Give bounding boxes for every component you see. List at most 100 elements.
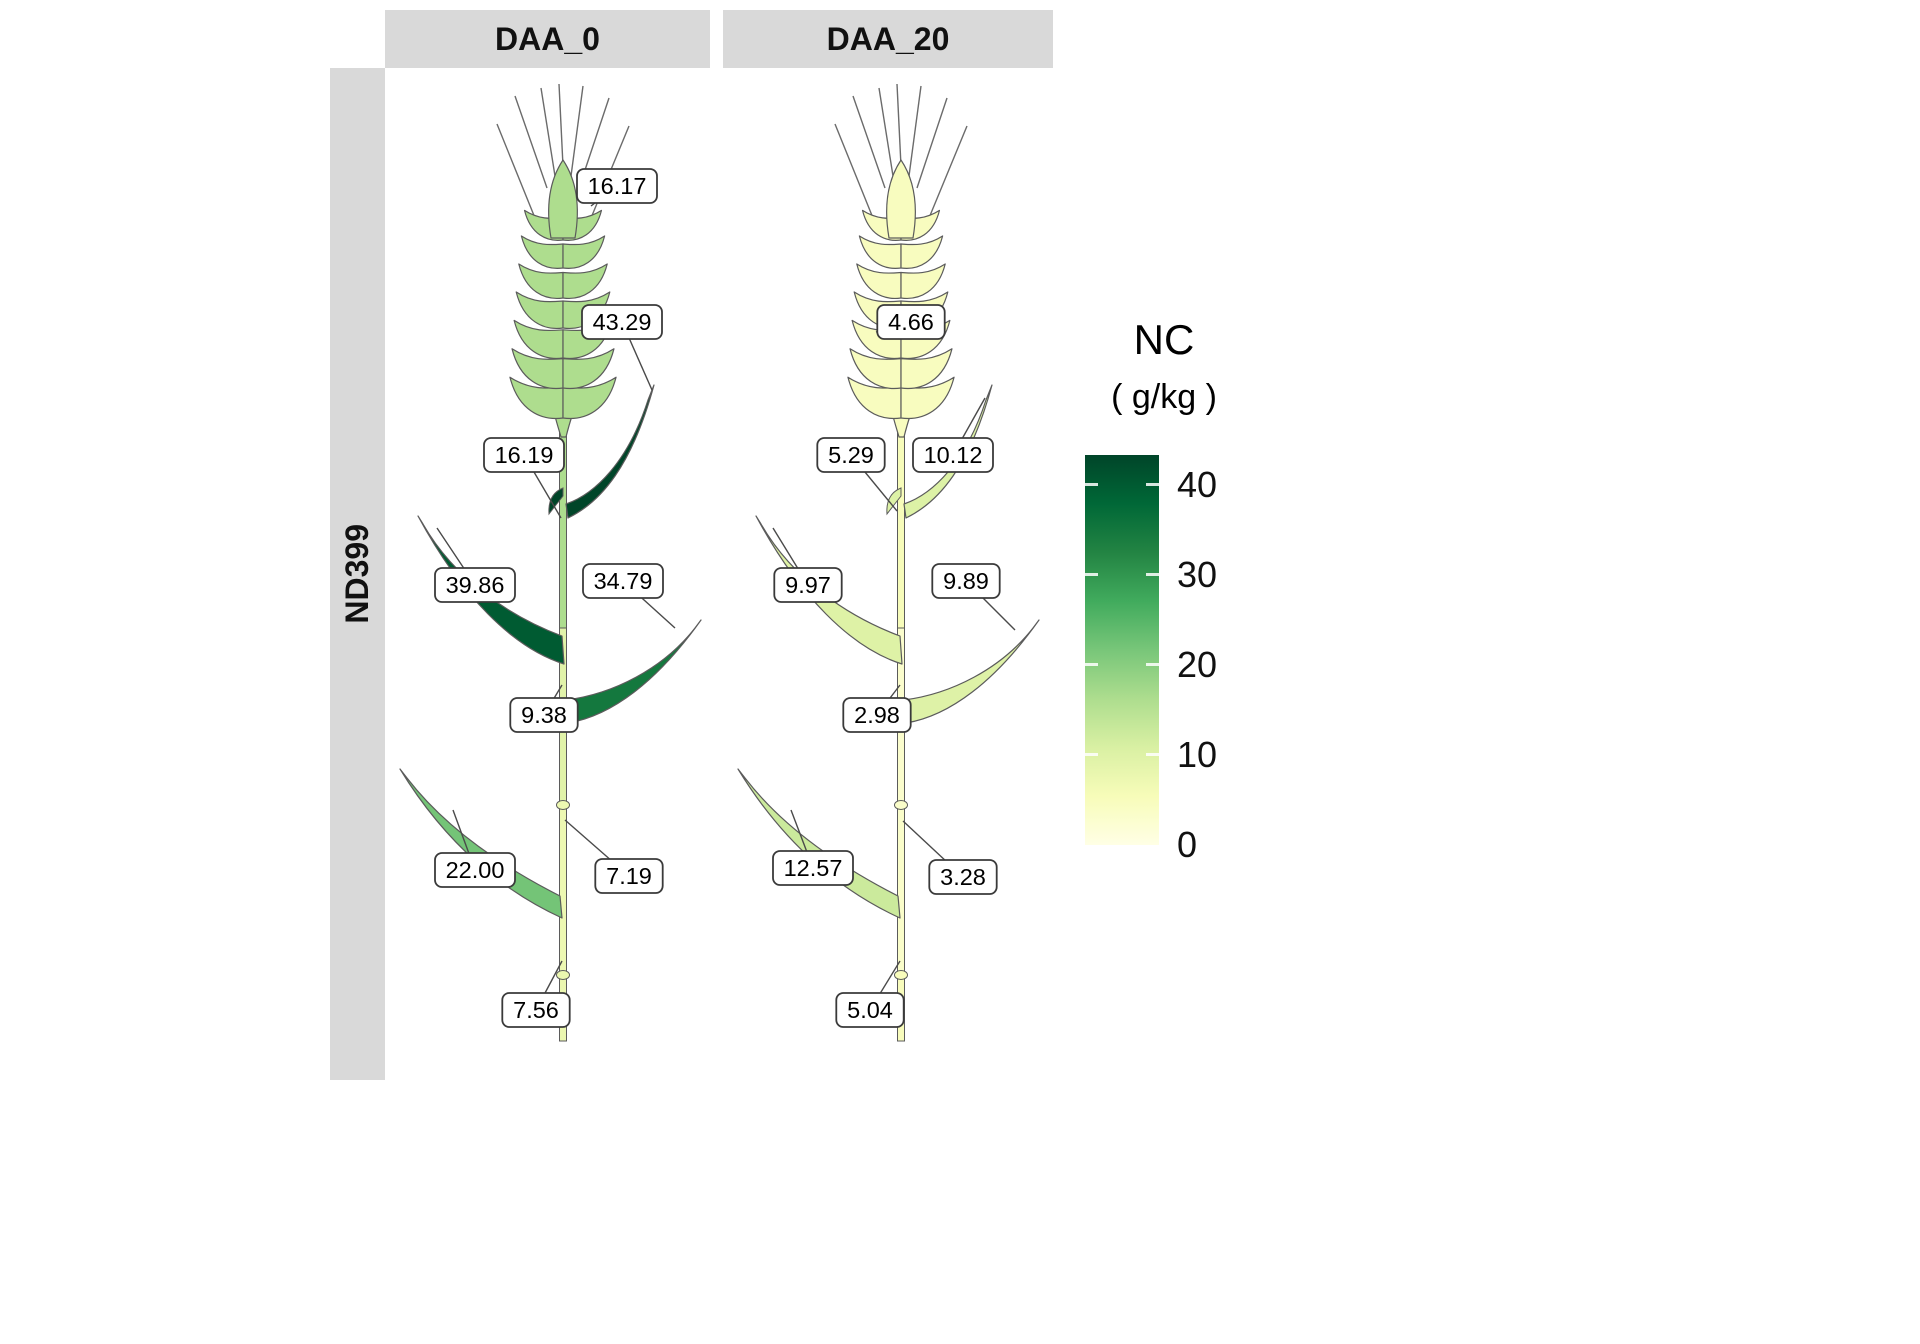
flag-leaf-ligule (548, 487, 564, 516)
value-label-text: 43.29 (593, 309, 652, 335)
value-label-box (928, 859, 998, 895)
facet-strip-label: DAA_0 (495, 20, 600, 57)
awn-line (878, 87, 894, 177)
value-label-spike: 4.66 (876, 304, 946, 340)
value-label-text: 16.19 (495, 442, 554, 468)
awn-line (540, 87, 556, 177)
spike-shape (847, 159, 955, 438)
legend-tick-mark (1146, 753, 1159, 757)
legend-tick-mark (1146, 573, 1159, 577)
value-label-box (876, 304, 946, 340)
awn-line (896, 83, 902, 167)
legend-tick-label-10: 10 (1177, 733, 1218, 775)
legend-subtitle: ( g/kg ) (1111, 378, 1217, 416)
legend-tick-label-0: 0 (1177, 824, 1198, 865)
upper-left-leaf-shape (417, 515, 565, 665)
mid-right-leaf-shape (903, 619, 1040, 724)
flag-leaf-shape (903, 384, 993, 519)
value-label-lower-left-leaf: 12.57 (772, 850, 854, 886)
legend-tick-label-40: 40 (1177, 463, 1218, 505)
value-label-box (842, 697, 912, 733)
facet-strip-label: DAA_20 (826, 20, 950, 57)
legend-tick-label-30: 30 (1177, 553, 1218, 595)
flag-leaf-ligule (886, 487, 902, 516)
value-label-text: 9.38 (521, 702, 567, 728)
value-label-box (931, 563, 1001, 599)
value-label-text: 5.29 (828, 442, 874, 468)
value-label-spike: 16.17 (576, 168, 658, 204)
legend-tick-mark (1146, 483, 1159, 487)
lower-left-leaf-shape (399, 768, 563, 919)
value-label-text: 9.89 (943, 568, 989, 594)
awn-line (908, 85, 922, 177)
value-label-box (835, 992, 905, 1028)
legend-tick-mark (1085, 573, 1098, 577)
value-label-box (434, 852, 516, 888)
value-label-lower-left-leaf: 22.00 (434, 852, 516, 888)
value-label-text: 16.17 (588, 173, 647, 199)
awn-line (514, 95, 548, 189)
value-label-flag-leaf: 10.12 (912, 437, 994, 473)
value-label-box (581, 304, 663, 340)
value-label-text: 7.56 (513, 997, 559, 1023)
value-label-text: 22.00 (446, 857, 505, 883)
lower-left-leaf-shape (737, 768, 901, 919)
stem-node (894, 800, 908, 810)
wheat-plant-daa-0: 16.17 43.29 16.19 39.86 34.79 9.38 22.00 7.19 7.… (399, 83, 702, 1042)
awn-line (496, 123, 536, 219)
legend-tick-mark (1085, 663, 1098, 667)
value-label-mid-right-leaf: 34.79 (582, 563, 664, 599)
legend-tick-mark (1085, 753, 1098, 757)
stem-node (894, 970, 908, 980)
value-label-box (509, 697, 579, 733)
legend-tick-mark (1146, 663, 1159, 667)
stem-node (556, 800, 570, 810)
facet-panel-daa-0: 16.17 43.29 16.19 39.86 34.79 9.38 22.00 7.19 7.… (385, 68, 710, 1080)
value-label-box (501, 992, 571, 1028)
flag-leaf-shape (565, 384, 655, 519)
value-label-internode-2: 2.98 (842, 697, 912, 733)
value-label-box (912, 437, 994, 473)
value-label-text: 4.66 (888, 309, 934, 335)
value-label-text: 12.57 (784, 855, 843, 881)
facet-strip-daa-0: DAA_0 (385, 10, 710, 68)
awn-line (570, 85, 584, 177)
facet-strip-daa-20: DAA_20 (723, 10, 1053, 68)
value-label-internode-2: 9.38 (509, 697, 579, 733)
value-label-text: 39.86 (446, 572, 505, 598)
value-label-text: 7.19 (606, 863, 652, 889)
value-label-text: 5.04 (847, 997, 893, 1023)
awn-line (928, 125, 968, 219)
awn-line (852, 95, 886, 189)
value-label-box (582, 563, 664, 599)
value-label-box (772, 850, 854, 886)
value-label-mid-right-leaf: 9.89 (931, 563, 1001, 599)
value-label-box (483, 437, 565, 473)
value-label-flag-leaf: 43.29 (581, 304, 663, 340)
legend-colorbar (1085, 455, 1159, 845)
value-label-text: 10.12 (924, 442, 983, 468)
awn-line (834, 123, 874, 219)
value-label-text: 34.79 (594, 568, 653, 594)
legend-title: NC (1133, 316, 1195, 363)
stem-internode-3 (559, 804, 567, 976)
facet-row-label: ND399 (339, 524, 375, 624)
value-label-text: 9.97 (785, 572, 831, 598)
facet-row-strip: ND399 (330, 68, 385, 1080)
stem-node (556, 970, 570, 980)
value-label-text: 3.28 (940, 864, 986, 890)
value-label-upper-left-leaf: 9.97 (773, 567, 843, 603)
value-label-upper-left-leaf: 39.86 (434, 567, 516, 603)
value-label-internode-3: 7.19 (594, 858, 664, 894)
value-label-peduncle: 16.19 (483, 437, 565, 473)
awn-line (916, 97, 948, 189)
legend-tick-label-20: 20 (1177, 643, 1218, 685)
mid-right-leaf-shape (565, 619, 702, 724)
value-label-box (594, 858, 664, 894)
value-label-box (816, 437, 886, 473)
value-label-peduncle: 5.29 (816, 437, 886, 473)
value-label-basal-internode: 7.56 (501, 992, 571, 1028)
value-label-text: 2.98 (854, 702, 900, 728)
value-label-internode-3: 3.28 (928, 859, 998, 895)
